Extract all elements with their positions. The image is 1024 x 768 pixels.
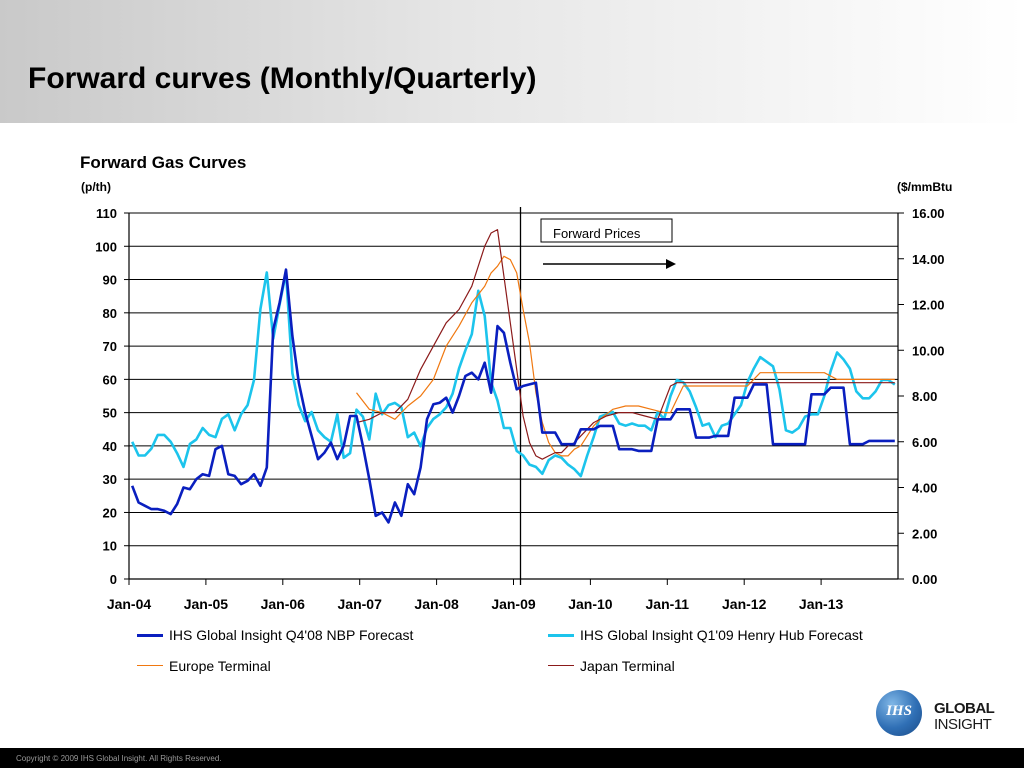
forward-prices-label: Forward Prices xyxy=(553,226,641,241)
logo-globe-icon: IHS xyxy=(876,690,922,736)
x-tick-label: Jan-08 xyxy=(414,596,459,612)
x-tick-label: Jan-13 xyxy=(799,596,844,612)
y-left-tick-label: 50 xyxy=(103,406,117,421)
legend-label-europe: Europe Terminal xyxy=(169,658,271,674)
x-tick-label: Jan-11 xyxy=(646,596,690,612)
y-right-tick-label: 0.00 xyxy=(912,572,937,587)
x-tick-label: Jan-10 xyxy=(568,596,613,612)
legend-label-japan: Japan Terminal xyxy=(580,658,675,674)
legend-swatch-europe xyxy=(137,665,163,666)
x-tick-label: Jan-12 xyxy=(722,596,767,612)
y-left-tick-label: 90 xyxy=(103,273,117,288)
y-left-tick-label: 100 xyxy=(95,239,117,254)
y-right-tick-label: 2.00 xyxy=(912,526,937,541)
y-left-unit-label: (p/th) xyxy=(81,180,111,194)
series-line-europe xyxy=(356,255,895,457)
y-right-tick-label: 10.00 xyxy=(912,343,945,358)
forward-gas-chart: 0 10 20 30 40 50 60 70 80 90 100 110 0.00 2.00 4.00 6.0… xyxy=(95,206,945,612)
x-tick-label: Jan-07 xyxy=(338,596,383,612)
legend-label-nbp: IHS Global Insight Q4'08 NBP Forecast xyxy=(169,627,414,643)
y-left-tick-label: 70 xyxy=(103,339,117,354)
legend-label-henry-hub: IHS Global Insight Q1'09 Henry Hub Forec… xyxy=(580,627,863,643)
y-left-tick-label: 30 xyxy=(103,472,117,487)
legend-swatch-japan xyxy=(548,665,574,666)
y-left-tick-label: 60 xyxy=(103,372,117,387)
y-right-tick-label: 16.00 xyxy=(912,206,945,221)
ihs-global-insight-logo: IHS GLOBAL INSIGHT xyxy=(876,690,1008,740)
x-tick-label: Jan-06 xyxy=(261,596,306,612)
y-left-tick-label: 80 xyxy=(103,306,117,321)
logo-mark-text: IHS xyxy=(886,703,912,719)
x-tick-label: Jan-05 xyxy=(184,596,229,612)
legend-swatch-henry-hub xyxy=(548,634,574,637)
header-banner: Forward curves (Monthly/Quarterly) xyxy=(0,0,1024,123)
y-right-tick-label: 8.00 xyxy=(912,389,937,404)
slide-title: Forward curves (Monthly/Quarterly) xyxy=(28,62,537,95)
y-left-tick-label: 20 xyxy=(103,505,117,520)
chart-title: Forward Gas Curves xyxy=(80,153,247,172)
legend-swatch-nbp xyxy=(137,634,163,637)
y-right-unit-label: ($/mmBtu xyxy=(897,180,953,194)
y-left-tick-label: 0 xyxy=(110,572,117,587)
forward-prices-box xyxy=(540,218,673,243)
series-line-nbp xyxy=(130,268,895,524)
y-left-tick-label: 10 xyxy=(103,539,117,554)
y-right-tick-label: 4.00 xyxy=(912,481,937,496)
y-left-tick-label: 40 xyxy=(103,439,117,454)
footer-bar: Copyright © 2009 IHS Global Insight. All… xyxy=(0,748,1024,768)
logo-word-global: GLOBAL xyxy=(934,700,995,717)
y-right-tick-label: 12.00 xyxy=(912,298,945,313)
x-tick-label: Jan-09 xyxy=(491,596,536,612)
y-right-tick-label: 6.00 xyxy=(912,435,937,450)
y-right-tick-label: 14.00 xyxy=(912,252,945,267)
x-tick-label: Jan-04 xyxy=(107,596,152,612)
forward-arrow-icon xyxy=(666,259,676,269)
copyright-text: Copyright © 2009 IHS Global Insight. All… xyxy=(16,754,222,763)
y-left-tick-label: 110 xyxy=(96,206,117,221)
series-line-japan xyxy=(356,229,895,460)
series-line-henry-hub xyxy=(131,271,896,478)
logo-word-insight: INSIGHT xyxy=(934,716,992,733)
